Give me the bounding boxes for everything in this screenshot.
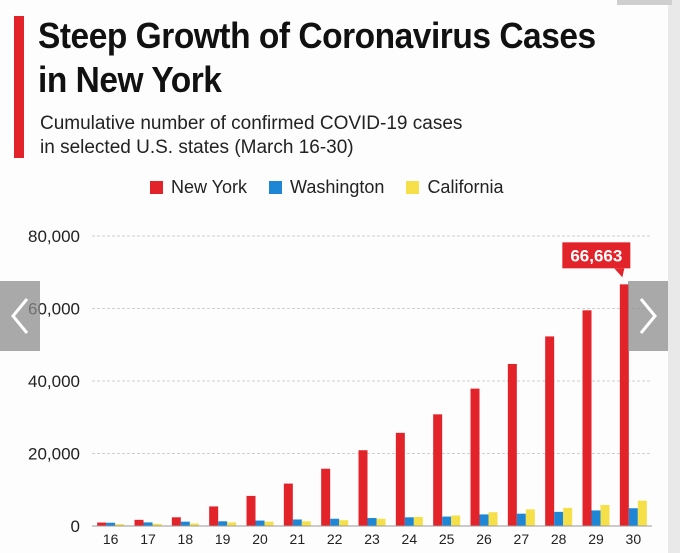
bar-washington [106,522,116,526]
chevron-left-icon [11,298,29,334]
bar-washington [591,510,601,526]
legend-item-california: California [406,177,503,198]
legend-swatch-washington [269,180,283,194]
x-tick-label: 28 [551,531,567,547]
bar-new-york [545,336,555,526]
y-tick-label: 80,000 [28,227,80,246]
x-tick-label: 29 [588,531,604,547]
x-tick-label: 17 [140,531,156,547]
bar-washington [442,516,452,526]
bar-california [563,507,573,526]
legend-item-new-york: New York [150,177,247,198]
value-callout-box [562,242,631,269]
bar-california [189,523,199,526]
y-tick-label: 40,000 [28,372,80,391]
bar-california [301,521,311,526]
bar-california [227,522,237,526]
x-tick-label: 16 [103,531,119,547]
chart-title-line-2: in New York [38,59,222,100]
value-callout-pointer [614,268,625,278]
bar-new-york [246,495,256,526]
bar-california [339,520,349,526]
bar-washington [180,521,190,526]
bar-washington [143,522,153,526]
chart-title: Steep Growth of Coronavirus Cases in New… [38,14,596,102]
chart-subtitle: Cumulative number of confirmed COVID-19 … [40,112,560,160]
bar-california [600,504,610,526]
legend-label-california: California [427,176,504,197]
chart-title-line-1: Steep Growth of Coronavirus Cases [38,15,596,56]
chart-subtitle-line-2: in selected U.S. states (March 16-30) [40,137,354,158]
bar-new-york [134,519,144,526]
x-tick-label: 20 [252,531,268,547]
y-tick-label: 60,000 [28,300,80,319]
bar-washington [554,511,564,526]
next-slide-button[interactable] [628,281,668,351]
legend-label-new-york: New York [171,176,248,197]
bar-washington [330,518,340,526]
x-tick-label: 19 [215,531,231,547]
chevron-right-icon [639,298,657,334]
bar-new-york [171,517,181,526]
bar-california [152,523,162,526]
legend-label-washington: Washington [290,176,385,197]
bar-new-york [507,363,517,526]
bar-california [637,500,647,526]
chart-subtitle-line-1: Cumulative number of confirmed COVID-19 … [40,113,463,134]
value-callout-label: 66,663 [570,246,622,265]
bar-new-york [433,414,443,526]
legend-swatch-california [406,180,420,194]
bar-california [451,515,461,526]
bar-washington [367,518,377,526]
bar-new-york [358,450,368,526]
bar-washington [255,520,265,526]
x-tick-label: 18 [178,531,194,547]
bar-california [115,524,125,526]
bar-california [376,518,386,526]
bar-new-york [582,310,592,526]
bar-california [264,521,274,526]
x-tick-label: 27 [514,531,530,547]
bar-new-york [283,483,293,526]
bar-california [488,512,498,526]
x-tick-label: 21 [290,531,306,547]
bar-new-york [470,388,480,526]
legend-item-washington: Washington [269,177,384,198]
bar-california [413,516,423,526]
x-tick-label: 24 [402,531,418,547]
legend-swatch-new-york [150,180,163,194]
bar-california [525,509,535,526]
bar-new-york [619,284,629,526]
x-tick-label: 30 [626,531,642,547]
y-tick-label: 20,000 [28,445,80,464]
bar-washington [628,508,638,526]
previous-slide-button[interactable] [0,281,40,351]
bar-new-york [395,432,405,526]
bar-washington [404,517,414,526]
y-tick-label: 0 [71,517,80,536]
window-tab-edge [617,0,672,5]
x-tick-label: 25 [439,531,455,547]
x-tick-label: 23 [364,531,380,547]
bar-washington [218,521,228,526]
x-tick-label: 26 [476,531,492,547]
x-tick-label: 22 [327,531,343,547]
bar-new-york [321,468,331,526]
bar-new-york [97,522,107,526]
bar-washington [479,514,489,526]
bar-new-york [209,506,219,526]
title-accent-bar [14,16,24,158]
bar-washington [516,513,526,526]
bar-washington [292,519,302,526]
chart-legend: New York Washington California [150,176,503,198]
